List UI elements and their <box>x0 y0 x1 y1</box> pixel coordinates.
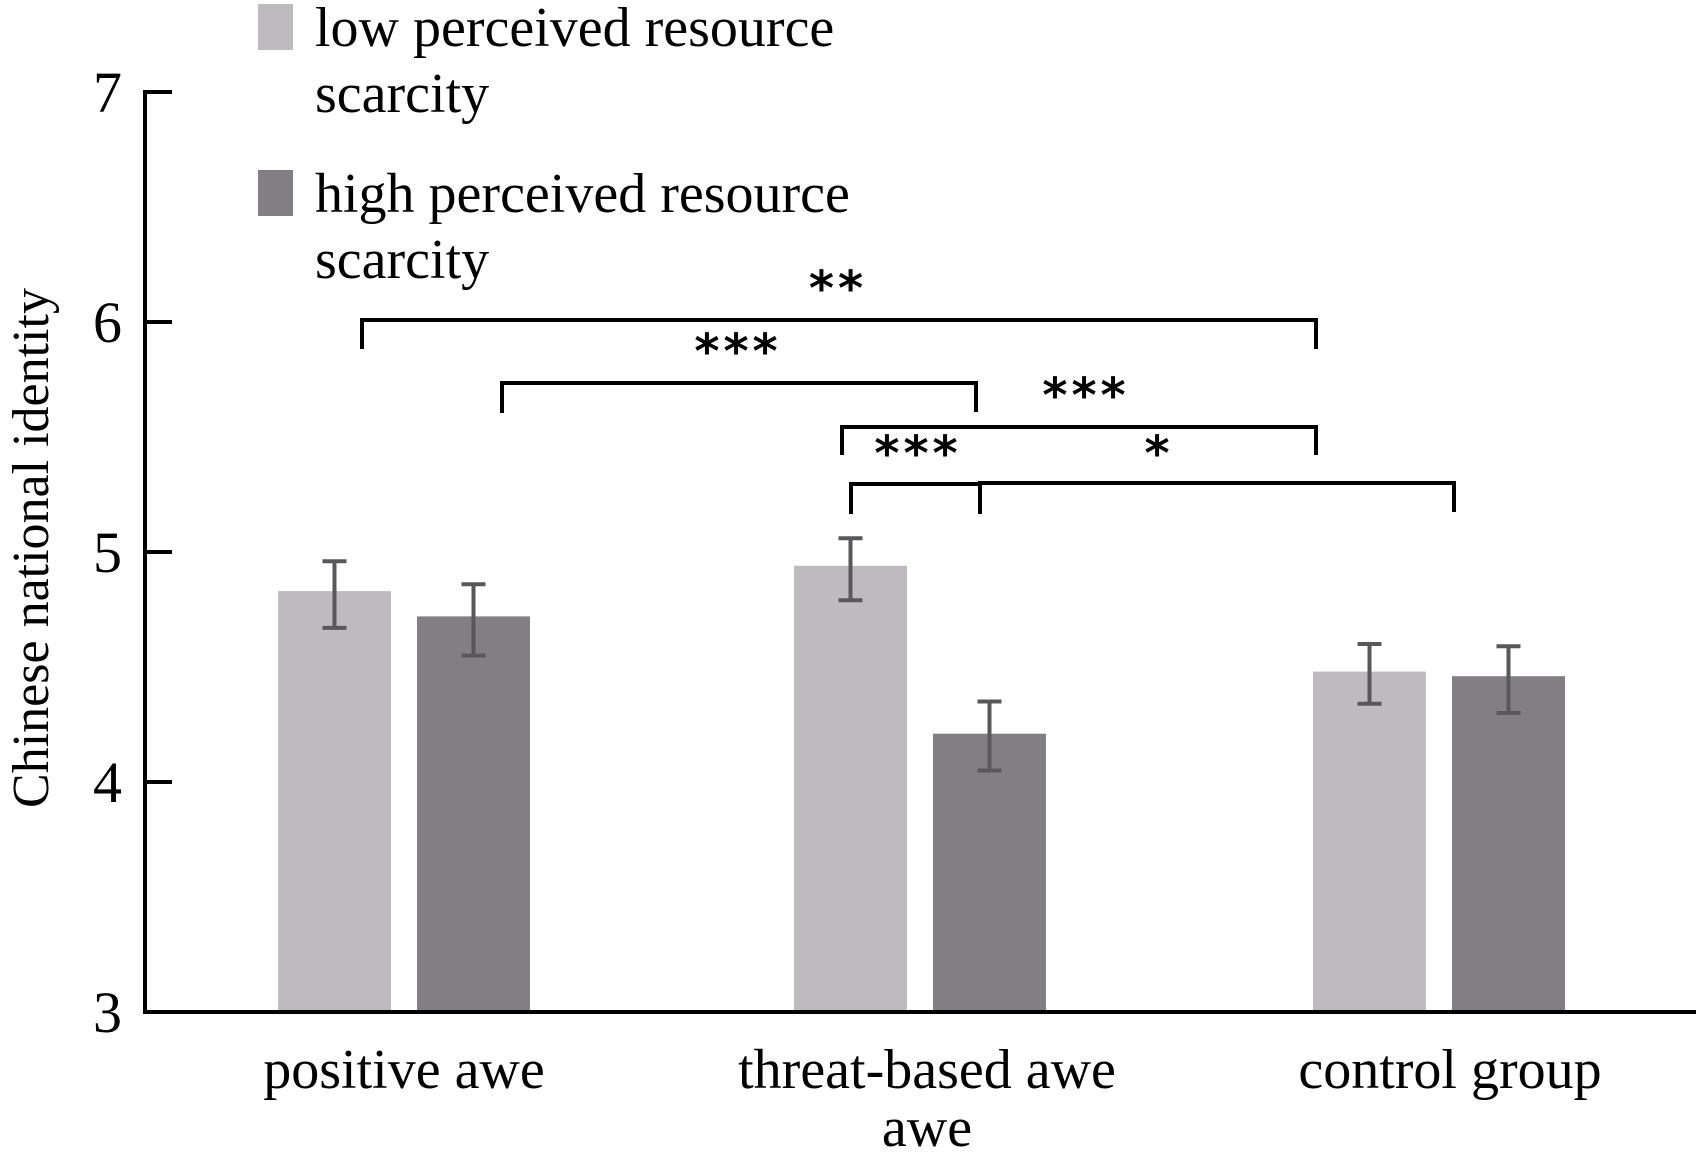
bar-low-1 <box>794 565 907 1012</box>
bar-high-2 <box>1452 676 1565 1012</box>
y-tick-label: 6 <box>93 290 122 355</box>
bar-low-0 <box>278 591 391 1012</box>
y-tick-label: 3 <box>93 980 122 1045</box>
error-bar <box>977 699 1002 773</box>
error-bars <box>322 536 1521 773</box>
y-tick-label: 7 <box>93 60 122 125</box>
y-tick-label: 5 <box>93 520 122 585</box>
significance-bracket: *** <box>500 324 978 413</box>
significance-label: ** <box>809 261 867 317</box>
error-bar <box>1496 644 1521 715</box>
y-ticks: 3 4 5 6 7 <box>93 60 172 1045</box>
error-bar <box>461 582 486 658</box>
x-tick-label: control group <box>1298 1039 1601 1101</box>
error-bar <box>838 536 863 603</box>
significance-bracket: *** <box>840 368 1318 455</box>
x-tick-label: awe <box>882 1097 972 1153</box>
legend-label: low perceived resource <box>315 0 834 59</box>
bracket-line <box>978 481 1456 512</box>
significance-label: * <box>1144 426 1173 482</box>
legend-swatch <box>258 4 293 50</box>
bars <box>278 565 1565 1012</box>
x-tick-label: threat-based awe <box>738 1039 1116 1101</box>
significance-label: *** <box>1042 368 1129 424</box>
legend-label: high perceived resource <box>315 163 850 225</box>
bar-high-1 <box>933 733 1046 1012</box>
legend-label: scarcity <box>315 229 489 291</box>
significance-label: *** <box>694 324 781 380</box>
x-tick-label: positive awe <box>263 1039 544 1101</box>
significance-brackets: *********** * <box>360 261 1456 514</box>
bracket-line <box>840 425 1318 455</box>
bar-low-2 <box>1313 671 1426 1012</box>
significance-bracket: * <box>978 426 1456 512</box>
error-bar <box>1357 642 1382 706</box>
y-axis-title: Chinese national identity <box>3 288 60 808</box>
bracket-line <box>360 318 1318 349</box>
bracket-line <box>500 381 978 413</box>
significance-label: *** <box>874 426 961 482</box>
significance-bracket: *** <box>849 426 982 514</box>
bracket-line <box>849 482 982 514</box>
y-tick-label: 4 <box>93 750 122 815</box>
bar-high-0 <box>417 616 530 1012</box>
legend-label: scarcity <box>315 63 489 125</box>
significance-bracket: ** <box>360 261 1318 349</box>
error-bar <box>322 559 347 630</box>
legend-swatch <box>258 170 293 216</box>
